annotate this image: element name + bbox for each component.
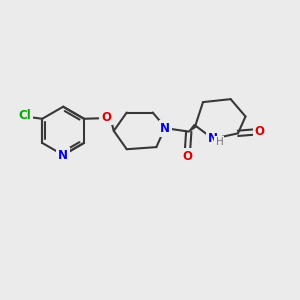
Text: H: H (216, 137, 223, 147)
Polygon shape (189, 124, 196, 132)
Text: Cl: Cl (18, 109, 31, 122)
Text: O: O (255, 125, 265, 138)
Text: O: O (101, 111, 111, 124)
Text: N: N (208, 132, 218, 145)
Text: O: O (182, 150, 192, 163)
Text: N: N (58, 148, 68, 161)
Text: N: N (160, 122, 170, 135)
